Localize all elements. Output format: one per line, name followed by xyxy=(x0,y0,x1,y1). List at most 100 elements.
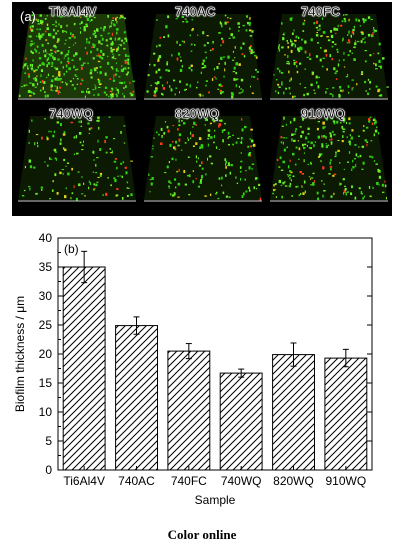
micrograph-speckle xyxy=(358,187,361,190)
micrograph-speckle xyxy=(55,25,58,27)
micrograph-speckle xyxy=(120,131,122,134)
micrograph-speckle xyxy=(310,161,312,164)
micrograph-speckle xyxy=(56,41,59,43)
micrograph-speckle xyxy=(344,19,347,23)
micrograph-speckle xyxy=(177,52,180,56)
micrograph-speckle xyxy=(325,135,327,139)
micrograph-speckle xyxy=(280,184,283,186)
micrograph-speckle xyxy=(230,33,233,37)
micrograph-speckle xyxy=(375,163,378,165)
micrograph-speckle xyxy=(74,23,76,25)
micrograph-speckle xyxy=(347,34,349,36)
micrograph-speckle xyxy=(76,68,79,70)
micrograph-speckle xyxy=(166,125,169,129)
micrograph-speckle xyxy=(115,68,118,71)
micrograph-speckle xyxy=(92,188,96,191)
micrograph-speckle xyxy=(49,54,52,57)
micrograph-speckle xyxy=(342,178,345,181)
micrograph-speckle xyxy=(21,195,25,197)
micrograph-speckle xyxy=(119,175,121,177)
micrograph-speckle xyxy=(189,174,191,178)
micrograph-speckle xyxy=(215,116,218,120)
micrograph-speckle xyxy=(302,22,305,26)
micrograph-speckle xyxy=(314,92,316,94)
micrograph-speckle xyxy=(105,93,108,96)
micrograph-speckle xyxy=(46,52,48,54)
micrograph-speckle xyxy=(80,125,83,127)
micrograph-speckle xyxy=(81,193,84,195)
micrograph-speckle xyxy=(109,94,113,96)
micrograph-speckle xyxy=(74,42,76,44)
micrograph-speckle xyxy=(201,62,204,65)
micrograph-speckle xyxy=(118,76,121,78)
micrograph-speckle xyxy=(211,78,214,81)
micrograph-speckle xyxy=(67,172,70,176)
micrograph-speckle xyxy=(96,30,99,32)
micrograph-speckle xyxy=(75,135,78,139)
micrograph-speckle xyxy=(176,57,179,61)
micrograph-speckle xyxy=(306,93,309,96)
micrograph-speckle xyxy=(110,21,113,25)
micrograph-speckle xyxy=(343,51,345,55)
micrograph-speckle xyxy=(116,194,119,196)
micrograph-speckle xyxy=(309,53,311,57)
micrograph-speckle xyxy=(54,85,57,87)
micrograph-speckle xyxy=(168,161,170,164)
micrograph-speckle xyxy=(305,137,308,140)
micrograph-speckle xyxy=(241,128,244,132)
micrograph-speckle xyxy=(301,185,303,187)
micrograph-speckle xyxy=(190,43,193,46)
micrograph-speckle xyxy=(127,63,130,65)
micrograph-speckle xyxy=(151,177,154,180)
micrograph-speckle xyxy=(310,83,313,87)
micrograph-speckle xyxy=(184,18,187,20)
micrograph-speckle xyxy=(178,133,182,137)
micrograph-speckle xyxy=(295,146,298,149)
x-tick-label: 740AC xyxy=(118,474,155,488)
micrograph-speckle xyxy=(318,76,320,79)
micrograph-speckle xyxy=(100,43,103,45)
micrograph-speckle xyxy=(318,24,321,28)
micrograph-speckle xyxy=(35,76,37,80)
micrograph-speckle xyxy=(215,146,218,149)
micrograph-speckle xyxy=(278,44,280,47)
micrograph-speckle xyxy=(116,16,118,18)
micrograph-speckle xyxy=(315,34,319,37)
micrograph-speckle xyxy=(305,136,308,138)
micrograph-speckle xyxy=(360,73,364,75)
micrograph-speckle xyxy=(53,28,55,32)
micrograph-speckle xyxy=(290,39,292,43)
micrograph-speckle xyxy=(121,39,123,42)
micrograph-speckle xyxy=(58,78,61,81)
micrograph-speckle xyxy=(79,57,82,61)
micrograph-speckle xyxy=(366,141,369,143)
micrograph-tile-label: 740FC xyxy=(301,4,341,20)
micrograph-speckle xyxy=(348,117,351,121)
micrograph-speckle xyxy=(74,74,77,77)
micrograph-speckle xyxy=(123,125,126,127)
micrograph-speckle xyxy=(101,37,104,41)
micrograph-speckle xyxy=(332,94,334,98)
micrograph-speckle xyxy=(238,63,241,66)
micrograph-speckle xyxy=(200,71,202,74)
micrograph-speckle xyxy=(350,138,353,140)
micrograph-speckle xyxy=(64,54,67,57)
micrograph-speckle xyxy=(178,138,181,142)
micrograph-speckle xyxy=(278,86,281,88)
micrograph-speckle xyxy=(49,33,52,37)
micrograph-speckle xyxy=(349,50,351,53)
micrograph-speckle xyxy=(81,176,83,178)
micrograph-speckle xyxy=(53,130,55,133)
micrograph-speckle xyxy=(150,84,152,87)
micrograph-speckle xyxy=(321,135,323,137)
micrograph-speckle xyxy=(240,160,243,163)
micrograph-speckle xyxy=(38,32,40,36)
micrograph-speckle xyxy=(93,30,96,33)
micrograph-speckle xyxy=(205,118,208,121)
micrograph-speckle xyxy=(102,28,105,32)
micrograph-speckle xyxy=(237,137,240,139)
micrograph-speckle xyxy=(43,49,45,53)
micrograph-speckle xyxy=(348,151,351,154)
micrograph-speckle xyxy=(322,121,325,125)
micrograph-speckle xyxy=(125,171,128,175)
